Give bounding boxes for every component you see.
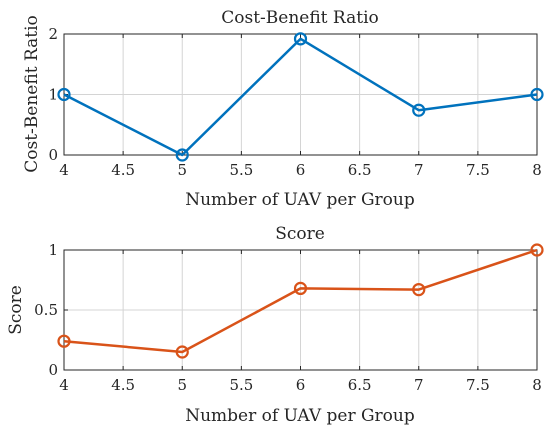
x-axis-title: Number of UAV per Group xyxy=(185,406,415,426)
x-tick-label: 6 xyxy=(296,376,306,394)
x-tick-label: 7.5 xyxy=(466,376,490,394)
y-axis-title: Score xyxy=(6,285,26,335)
data-point xyxy=(293,281,308,295)
x-tick-label: 6.5 xyxy=(348,376,372,394)
x-tick-label: 5.5 xyxy=(229,161,253,179)
y-tick-label: 1 xyxy=(48,241,58,259)
data-point xyxy=(530,87,544,102)
data-point xyxy=(530,243,544,257)
x-axis-title: Number of UAV per Group xyxy=(185,190,415,210)
data-point xyxy=(57,87,71,102)
x-tick-label: 7 xyxy=(414,376,424,394)
y-tick-label: 1 xyxy=(48,86,58,104)
x-tick-label: 8 xyxy=(532,376,542,394)
y-tick-label: 2 xyxy=(48,25,58,43)
data-point xyxy=(175,148,189,162)
chart-score: Score Number of UAV per Group Score 4 4.5… xyxy=(6,224,544,426)
chart-title: Score xyxy=(275,224,325,244)
chart-cost-benefit: Cost-Benefit Ratio Number of UAV per Gro… xyxy=(22,8,544,210)
y-axis-title: Cost-Benefit Ratio xyxy=(22,15,42,173)
series-line xyxy=(63,37,538,157)
x-tick-label: 5 xyxy=(177,161,187,179)
x-tick-label: 4 xyxy=(59,161,69,179)
data-point xyxy=(293,32,308,46)
data-point xyxy=(412,283,426,297)
y-tick-label: 0 xyxy=(48,361,58,379)
data-point xyxy=(175,345,189,359)
x-tick-label: 6 xyxy=(296,161,306,179)
x-tick-label: 4.5 xyxy=(111,376,135,394)
y-tick-label: 0.5 xyxy=(34,301,58,319)
data-point xyxy=(57,334,71,348)
series-line xyxy=(63,248,538,354)
x-tick-label: 4 xyxy=(59,376,69,394)
x-tick-label: 4.5 xyxy=(111,161,135,179)
x-tick-label: 8 xyxy=(532,161,542,179)
x-tick-label: 5.5 xyxy=(229,376,253,394)
y-tick-label: 0 xyxy=(48,146,58,164)
x-tick-label: 5 xyxy=(177,376,187,394)
chart-title: Cost-Benefit Ratio xyxy=(221,8,379,28)
data-point xyxy=(412,103,426,117)
x-tick-label: 7 xyxy=(414,161,424,179)
x-tick-label: 7.5 xyxy=(466,161,490,179)
plot-frame xyxy=(63,249,538,371)
x-tick-label: 6.5 xyxy=(348,161,372,179)
